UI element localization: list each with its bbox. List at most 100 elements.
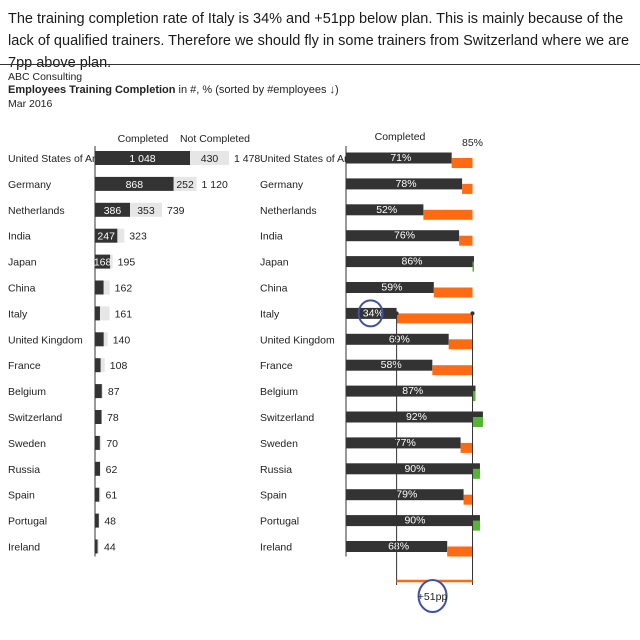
completed-label-india: 247 xyxy=(97,231,115,243)
variance-bar-italy xyxy=(396,313,473,324)
left-category-label-italy: Italy xyxy=(8,308,28,320)
chart-subtitle: Employees Training Completion in #, % (s… xyxy=(8,84,339,96)
completed-bar-belgium xyxy=(95,384,102,399)
left-category-label-belgium: Belgium xyxy=(8,386,46,398)
right-category-label-china: China xyxy=(260,283,288,295)
pct-label-netherlands: 52% xyxy=(376,204,397,216)
total-label-france: 108 xyxy=(110,360,128,372)
total-label-netherlands: 739 xyxy=(167,205,185,217)
total-label-switzerland: 78 xyxy=(107,412,119,424)
total-label-portugal: 48 xyxy=(104,516,116,528)
variance-bar-japan xyxy=(472,261,474,272)
not-completed-bar-france xyxy=(100,358,105,373)
right-category-label-india: India xyxy=(260,231,283,243)
right-category-label-japan: Japan xyxy=(260,257,289,269)
pct-label-japan: 86% xyxy=(401,256,422,268)
left-category-label-portugal: Portugal xyxy=(8,516,47,528)
left-category-label-united-states-of-america: United States of America xyxy=(8,153,124,165)
pct-bar-india xyxy=(346,230,460,242)
pct-label-india: 76% xyxy=(394,230,415,242)
not-completed-bar-sweden xyxy=(99,435,102,450)
left-category-label-japan: Japan xyxy=(8,257,37,269)
total-label-japan: 195 xyxy=(118,257,136,269)
left-category-label-france: France xyxy=(8,360,41,372)
pct-bar-belgium xyxy=(346,385,476,397)
variance-bar-netherlands xyxy=(423,209,473,220)
left-header-not-completed: Not Completed xyxy=(180,133,250,145)
company-name: ABC Consulting xyxy=(8,71,83,83)
variance-bar-france xyxy=(432,365,473,376)
plan-label: 85% xyxy=(462,137,483,149)
pct-label-russia: 90% xyxy=(404,463,425,475)
left-category-label-china: China xyxy=(8,283,36,295)
italy-highlight-circle xyxy=(357,299,384,328)
completed-bar-sweden xyxy=(95,435,100,450)
not-completed-bar-russia xyxy=(100,461,101,476)
left-category-label-russia: Russia xyxy=(8,464,40,476)
variance-bar-china xyxy=(433,287,473,298)
pct-label-portugal: 90% xyxy=(404,515,425,527)
pct-bar-germany xyxy=(346,178,463,190)
right-category-label-italy: Italy xyxy=(260,308,280,320)
variance-bar-india xyxy=(459,235,473,246)
not-completed-bar-germany xyxy=(173,176,197,191)
completed-label-germany: 868 xyxy=(126,179,144,191)
not-completed-label-united-states-of-america: 430 xyxy=(201,153,219,165)
pct-label-united-kingdom: 69% xyxy=(389,333,410,345)
variance-bar-united-kingdom xyxy=(448,339,473,350)
pct-bar-china xyxy=(346,282,434,293)
chart-title: Employees Training Completion xyxy=(8,84,176,96)
left-category-label-sweden: Sweden xyxy=(8,438,46,450)
headline: The training completion rate of Italy is… xyxy=(8,11,630,71)
right-category-label-switzerland: Switzerland xyxy=(260,412,314,424)
left-category-label-spain: Spain xyxy=(8,490,35,502)
right-category-label-netherlands: Netherlands xyxy=(260,205,317,217)
divider xyxy=(0,64,640,65)
variance-bar-united-states-of-america xyxy=(451,158,473,168)
total-label-germany: 1 120 xyxy=(202,179,228,191)
completed-bar-united-states-of-america xyxy=(95,151,191,165)
variance-bar-spain xyxy=(463,494,473,505)
not-completed-bar-united-states-of-america xyxy=(190,151,229,165)
right-category-label-russia: Russia xyxy=(260,464,292,476)
total-label-belgium: 87 xyxy=(108,386,120,398)
not-completed-bar-japan xyxy=(110,254,113,269)
left-category-label-ireland: Ireland xyxy=(8,542,40,554)
pct-label-united-states-of-america: 71% xyxy=(390,152,411,164)
completed-bar-china xyxy=(95,280,104,295)
not-completed-bar-spain xyxy=(99,487,101,502)
completed-bar-netherlands xyxy=(95,202,130,217)
variance-bar-ireland xyxy=(447,546,473,557)
pct-bar-russia xyxy=(346,463,480,475)
total-label-sweden: 70 xyxy=(106,438,118,450)
pct-label-switzerland: 92% xyxy=(406,411,427,423)
variance-bar-belgium xyxy=(472,391,476,402)
total-label-spain: 61 xyxy=(106,490,118,502)
left-category-label-netherlands: Netherlands xyxy=(8,205,65,217)
completed-bar-russia xyxy=(95,461,101,476)
report-date: Mar 2016 xyxy=(8,98,53,110)
total-label-italy: 161 xyxy=(115,308,133,320)
completed-bar-italy xyxy=(95,306,100,321)
total-label-united-states-of-america: 1 478 xyxy=(234,153,260,165)
not-completed-bar-ireland xyxy=(97,539,99,554)
completed-label-netherlands: 386 xyxy=(104,205,122,217)
right-category-label-france: France xyxy=(260,360,293,372)
pct-label-belgium: 87% xyxy=(402,385,423,397)
not-completed-bar-belgium xyxy=(101,384,103,399)
pct-bar-italy xyxy=(346,307,397,319)
pct-label-france: 58% xyxy=(381,359,402,371)
variance-bar-portugal xyxy=(472,520,480,531)
left-category-label-switzerland: Switzerland xyxy=(8,412,62,424)
italy-reference-dot xyxy=(394,311,399,316)
variance-bar-russia xyxy=(472,468,480,479)
pct-bar-spain xyxy=(346,489,464,501)
pct-bar-france xyxy=(346,359,433,371)
difference-label: +51pp xyxy=(418,591,448,603)
completed-label-united-states-of-america: 1 048 xyxy=(129,153,155,165)
right-category-label-belgium: Belgium xyxy=(260,386,298,398)
left-category-label-united-kingdom: United Kingdom xyxy=(8,334,83,346)
total-label-russia: 62 xyxy=(106,464,118,476)
completed-bar-india xyxy=(95,228,118,243)
